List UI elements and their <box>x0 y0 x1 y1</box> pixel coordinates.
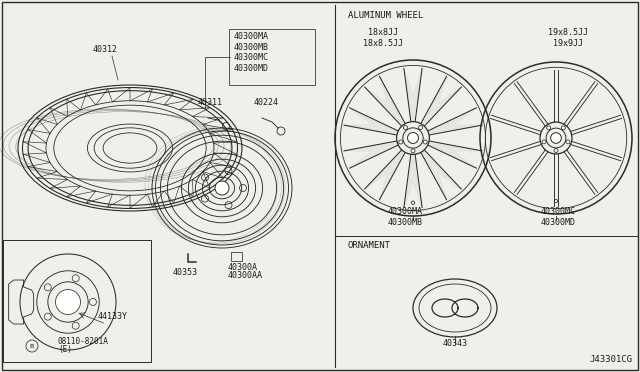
Text: (E): (E) <box>58 345 72 354</box>
Circle shape <box>550 133 561 143</box>
Polygon shape <box>404 154 422 208</box>
Polygon shape <box>428 108 482 133</box>
Text: 44133Y: 44133Y <box>98 312 128 321</box>
Polygon shape <box>365 151 404 200</box>
Text: J43301CG: J43301CG <box>589 355 632 364</box>
Polygon shape <box>422 76 461 125</box>
Text: ORNAMENT: ORNAMENT <box>348 241 391 250</box>
Polygon shape <box>344 143 398 168</box>
Text: 40224: 40224 <box>254 98 279 107</box>
Text: ALUMINUM WHEEL: ALUMINUM WHEEL <box>348 11 423 20</box>
Text: 40300A: 40300A <box>228 263 258 272</box>
Text: B: B <box>30 343 34 349</box>
Polygon shape <box>365 76 404 125</box>
Text: 40300MA
40300MB: 40300MA 40300MB <box>387 207 422 227</box>
Text: 08110-8201A: 08110-8201A <box>58 337 109 346</box>
Polygon shape <box>344 108 398 133</box>
Circle shape <box>215 181 229 195</box>
Text: 40300MC
40300MD: 40300MC 40300MD <box>541 207 575 227</box>
Polygon shape <box>422 151 461 200</box>
Polygon shape <box>428 143 482 168</box>
Text: 19x8.5JJ
19x9JJ: 19x8.5JJ 19x9JJ <box>548 28 588 48</box>
Text: 40311: 40311 <box>198 98 223 107</box>
Text: 18x8JJ
18x8.5JJ: 18x8JJ 18x8.5JJ <box>363 28 403 48</box>
Text: 40353: 40353 <box>173 268 198 277</box>
Circle shape <box>408 132 419 144</box>
Circle shape <box>56 289 81 314</box>
Text: 40300AA: 40300AA <box>228 271 263 280</box>
Text: 40312: 40312 <box>93 45 118 54</box>
Polygon shape <box>404 68 422 122</box>
Text: 40300MA
40300MB
40300MC
40300MD: 40300MA 40300MB 40300MC 40300MD <box>234 32 269 73</box>
Text: 40343: 40343 <box>442 339 467 348</box>
